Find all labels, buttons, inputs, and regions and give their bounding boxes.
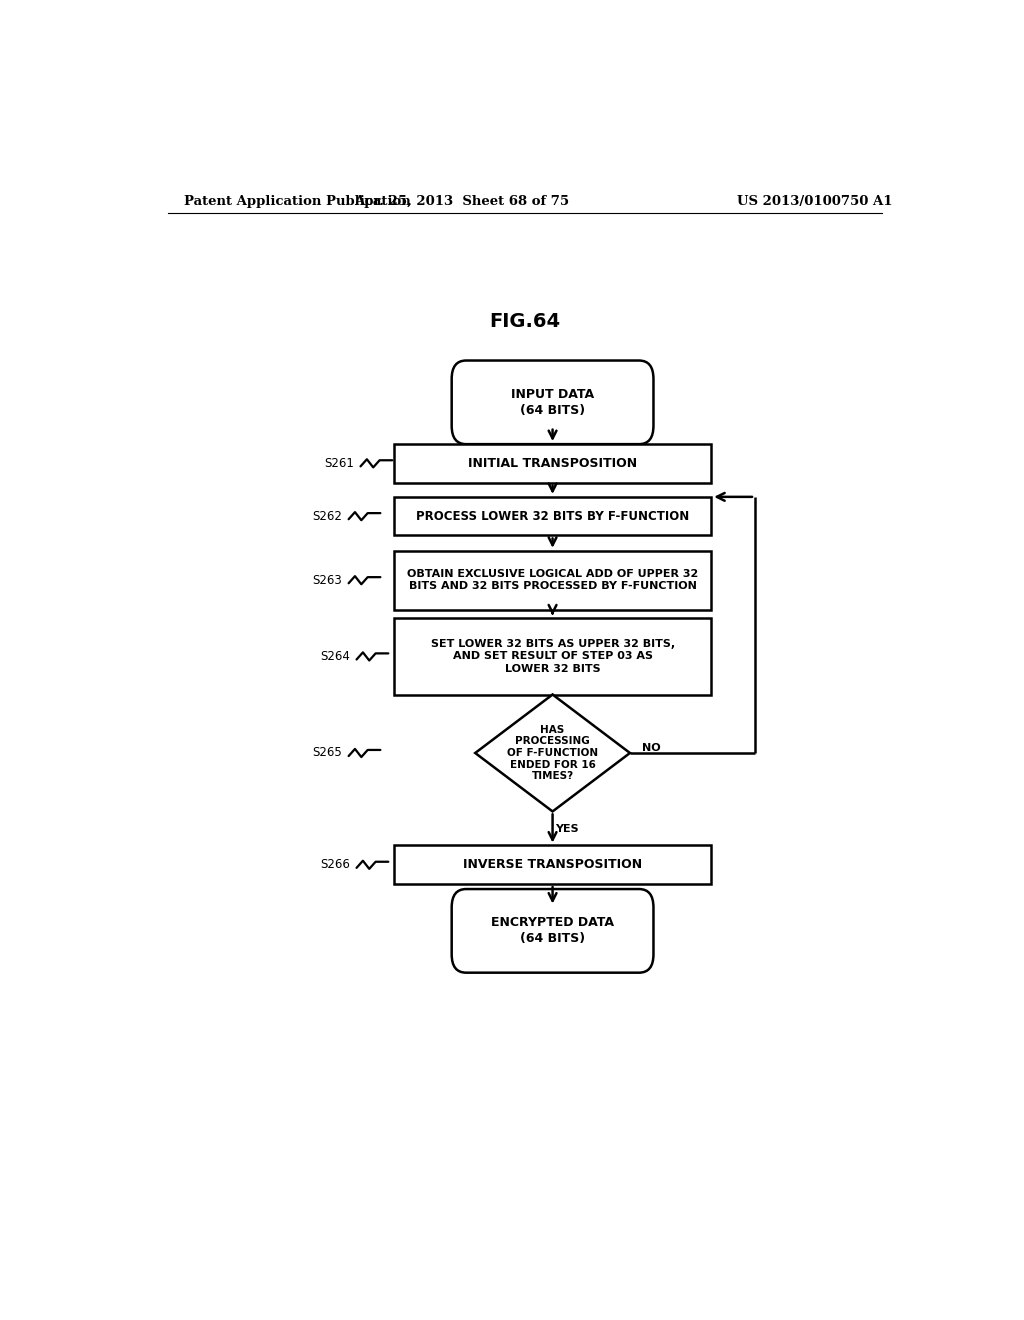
Text: NO: NO (642, 743, 660, 752)
Text: S262: S262 (312, 510, 342, 523)
Text: Apr. 25, 2013  Sheet 68 of 75: Apr. 25, 2013 Sheet 68 of 75 (353, 194, 569, 207)
Polygon shape (475, 694, 630, 812)
Text: HAS
PROCESSING
OF F-FUNCTION
ENDED FOR 16
TIMES?: HAS PROCESSING OF F-FUNCTION ENDED FOR 1… (507, 725, 598, 781)
Text: INVERSE TRANSPOSITION: INVERSE TRANSPOSITION (463, 858, 642, 871)
Text: SET LOWER 32 BITS AS UPPER 32 BITS,
AND SET RESULT OF STEP 03 AS
LOWER 32 BITS: SET LOWER 32 BITS AS UPPER 32 BITS, AND … (430, 639, 675, 673)
Bar (394, 618, 712, 694)
Text: S264: S264 (321, 649, 350, 663)
FancyBboxPatch shape (452, 890, 653, 973)
Text: OBTAIN EXCLUSIVE LOGICAL ADD OF UPPER 32
BITS AND 32 BITS PROCESSED BY F-FUNCTIO: OBTAIN EXCLUSIVE LOGICAL ADD OF UPPER 32… (407, 569, 698, 591)
Text: S266: S266 (321, 858, 350, 871)
Text: PROCESS LOWER 32 BITS BY F-FUNCTION: PROCESS LOWER 32 BITS BY F-FUNCTION (416, 510, 689, 523)
Text: Patent Application Publication: Patent Application Publication (183, 194, 411, 207)
FancyBboxPatch shape (452, 360, 653, 444)
Bar (394, 496, 712, 536)
Bar (394, 444, 712, 483)
Text: S263: S263 (312, 574, 342, 586)
Text: S265: S265 (312, 747, 342, 759)
Text: INITIAL TRANSPOSITION: INITIAL TRANSPOSITION (468, 457, 637, 470)
Text: S261: S261 (325, 457, 354, 470)
Text: INPUT DATA
(64 BITS): INPUT DATA (64 BITS) (511, 388, 594, 417)
Text: FIG.64: FIG.64 (489, 312, 560, 330)
Bar (394, 550, 712, 610)
Text: ENCRYPTED DATA
(64 BITS): ENCRYPTED DATA (64 BITS) (492, 916, 614, 945)
Text: YES: YES (555, 824, 579, 834)
Bar (394, 846, 712, 884)
Text: US 2013/0100750 A1: US 2013/0100750 A1 (736, 194, 892, 207)
